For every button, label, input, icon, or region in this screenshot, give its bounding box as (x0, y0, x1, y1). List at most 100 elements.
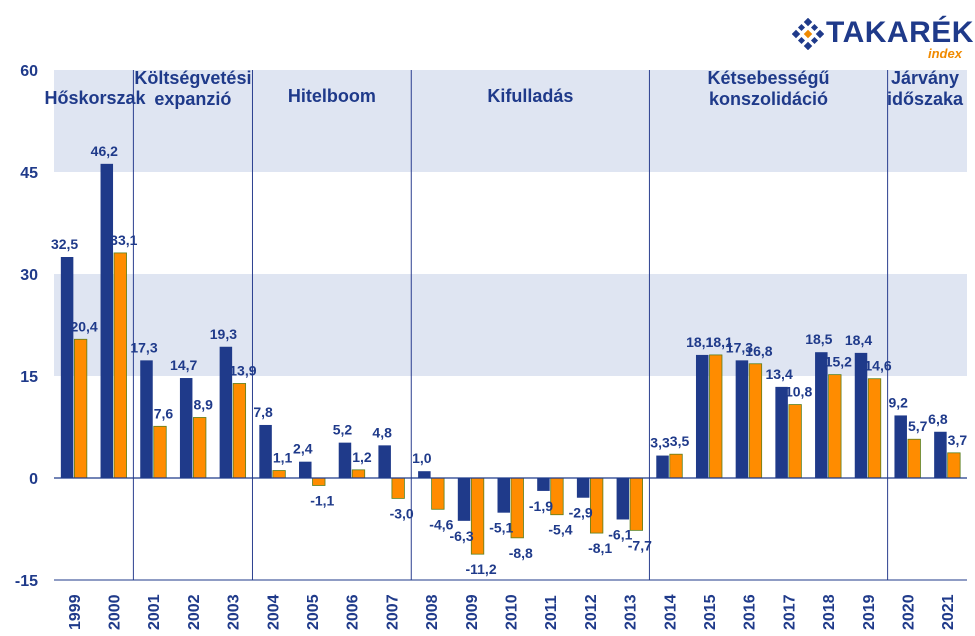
bar (934, 431, 947, 478)
data-label: 18,1 (706, 334, 733, 350)
data-label: 8,9 (193, 396, 213, 412)
data-label: -8,1 (588, 540, 612, 556)
bar (867, 378, 882, 479)
data-label: 19,3 (210, 326, 237, 342)
data-label: -3,0 (390, 505, 414, 521)
grid-band (54, 274, 967, 376)
data-label: -11,2 (465, 561, 496, 577)
data-label: 1,2 (352, 449, 372, 465)
x-tick-label: 2009 (464, 594, 481, 630)
data-label: 13,9 (229, 362, 256, 378)
data-label: 17,3 (130, 339, 157, 355)
y-tick-label: 45 (20, 165, 38, 182)
x-tick-label: 2015 (702, 594, 719, 630)
data-label: -5,1 (489, 520, 513, 536)
bar (193, 417, 207, 479)
x-tick-label: 2004 (265, 594, 282, 630)
x-tick-label: 2007 (384, 594, 401, 630)
data-label: 32,5 (51, 236, 78, 252)
x-tick-label: 2013 (623, 594, 640, 630)
bar (351, 469, 366, 479)
data-label: 9,2 (888, 394, 908, 410)
data-label: -5,4 (548, 522, 572, 538)
bar (378, 445, 391, 478)
data-label: -4,6 (429, 516, 453, 532)
bar (113, 252, 127, 479)
bar (775, 386, 788, 478)
bar (815, 352, 828, 478)
period-title: Kétsebességű (707, 68, 829, 88)
x-tick-label: 2021 (940, 594, 957, 630)
period-title: Hitelboom (288, 86, 376, 106)
x-tick-label: 2014 (662, 594, 679, 630)
x-tick-label: 2020 (900, 594, 917, 630)
period-title: expanzió (154, 89, 231, 109)
bar (709, 354, 723, 479)
y-tick-label: 15 (20, 369, 38, 386)
bar (391, 477, 405, 499)
data-label: 14,6 (864, 358, 891, 374)
bar (735, 360, 749, 478)
bar (100, 163, 114, 478)
x-tick-label: 2017 (781, 594, 798, 630)
x-tick-label: 2001 (146, 594, 163, 630)
data-label: -1,1 (310, 492, 334, 508)
bar (894, 415, 907, 478)
x-tick-label: 2011 (543, 595, 560, 630)
x-tick-label: 2006 (345, 594, 362, 630)
bar (629, 477, 643, 531)
bar (669, 453, 683, 479)
bar (418, 471, 431, 478)
bar (431, 477, 445, 510)
data-label: 13,4 (765, 366, 792, 382)
bar (153, 425, 167, 479)
data-label: 6,8 (928, 411, 948, 427)
x-tick-label: 2000 (107, 594, 124, 630)
data-label: -6,1 (608, 526, 632, 542)
bar (179, 378, 193, 478)
data-label: 33,1 (110, 232, 137, 248)
data-label: 1,1 (273, 450, 293, 466)
logo-diamond-icon (792, 18, 824, 50)
x-tick-label: 2008 (424, 594, 441, 630)
data-label: 16,8 (745, 343, 772, 359)
bar (576, 478, 590, 498)
data-label: 1,0 (412, 450, 432, 466)
bar (854, 352, 868, 478)
data-label: 15,2 (825, 354, 852, 370)
data-label: 17,3 (726, 339, 753, 355)
data-label: 3,3 (650, 435, 670, 451)
bar (695, 354, 709, 478)
data-label: 18,5 (805, 331, 832, 347)
data-label: -8,8 (509, 545, 533, 561)
period-title: konszolidáció (709, 89, 828, 109)
bar (947, 452, 961, 479)
x-tick-label: 2003 (226, 594, 243, 630)
takarek-logo: TAKARÉK index (792, 14, 974, 64)
data-label: 14,7 (170, 357, 197, 373)
bar (73, 338, 88, 479)
logo-sub: index (928, 46, 962, 61)
y-tick-label: -15 (15, 573, 38, 590)
x-tick-label: 2016 (742, 594, 759, 630)
period-title: Hőskorszak (44, 88, 146, 108)
x-tick-label: 2005 (305, 594, 322, 630)
bar (338, 442, 352, 478)
data-label: 5,2 (333, 422, 353, 438)
logo-brand: TAKARÉK (826, 16, 974, 49)
data-label: 7,6 (154, 405, 174, 421)
data-label: 10,8 (785, 384, 812, 400)
data-label: 20,4 (70, 318, 97, 334)
data-label: 3,7 (948, 432, 968, 448)
bar (140, 360, 153, 478)
bar (232, 383, 247, 479)
y-tick-label: 60 (20, 63, 38, 80)
data-label: 7,8 (253, 404, 273, 420)
bar (537, 478, 550, 491)
data-label: 18,1 (686, 334, 713, 350)
data-label: -6,3 (449, 528, 473, 544)
x-tick-label: 2019 (861, 594, 878, 630)
bar (828, 374, 842, 479)
data-label: -7,7 (628, 537, 652, 553)
